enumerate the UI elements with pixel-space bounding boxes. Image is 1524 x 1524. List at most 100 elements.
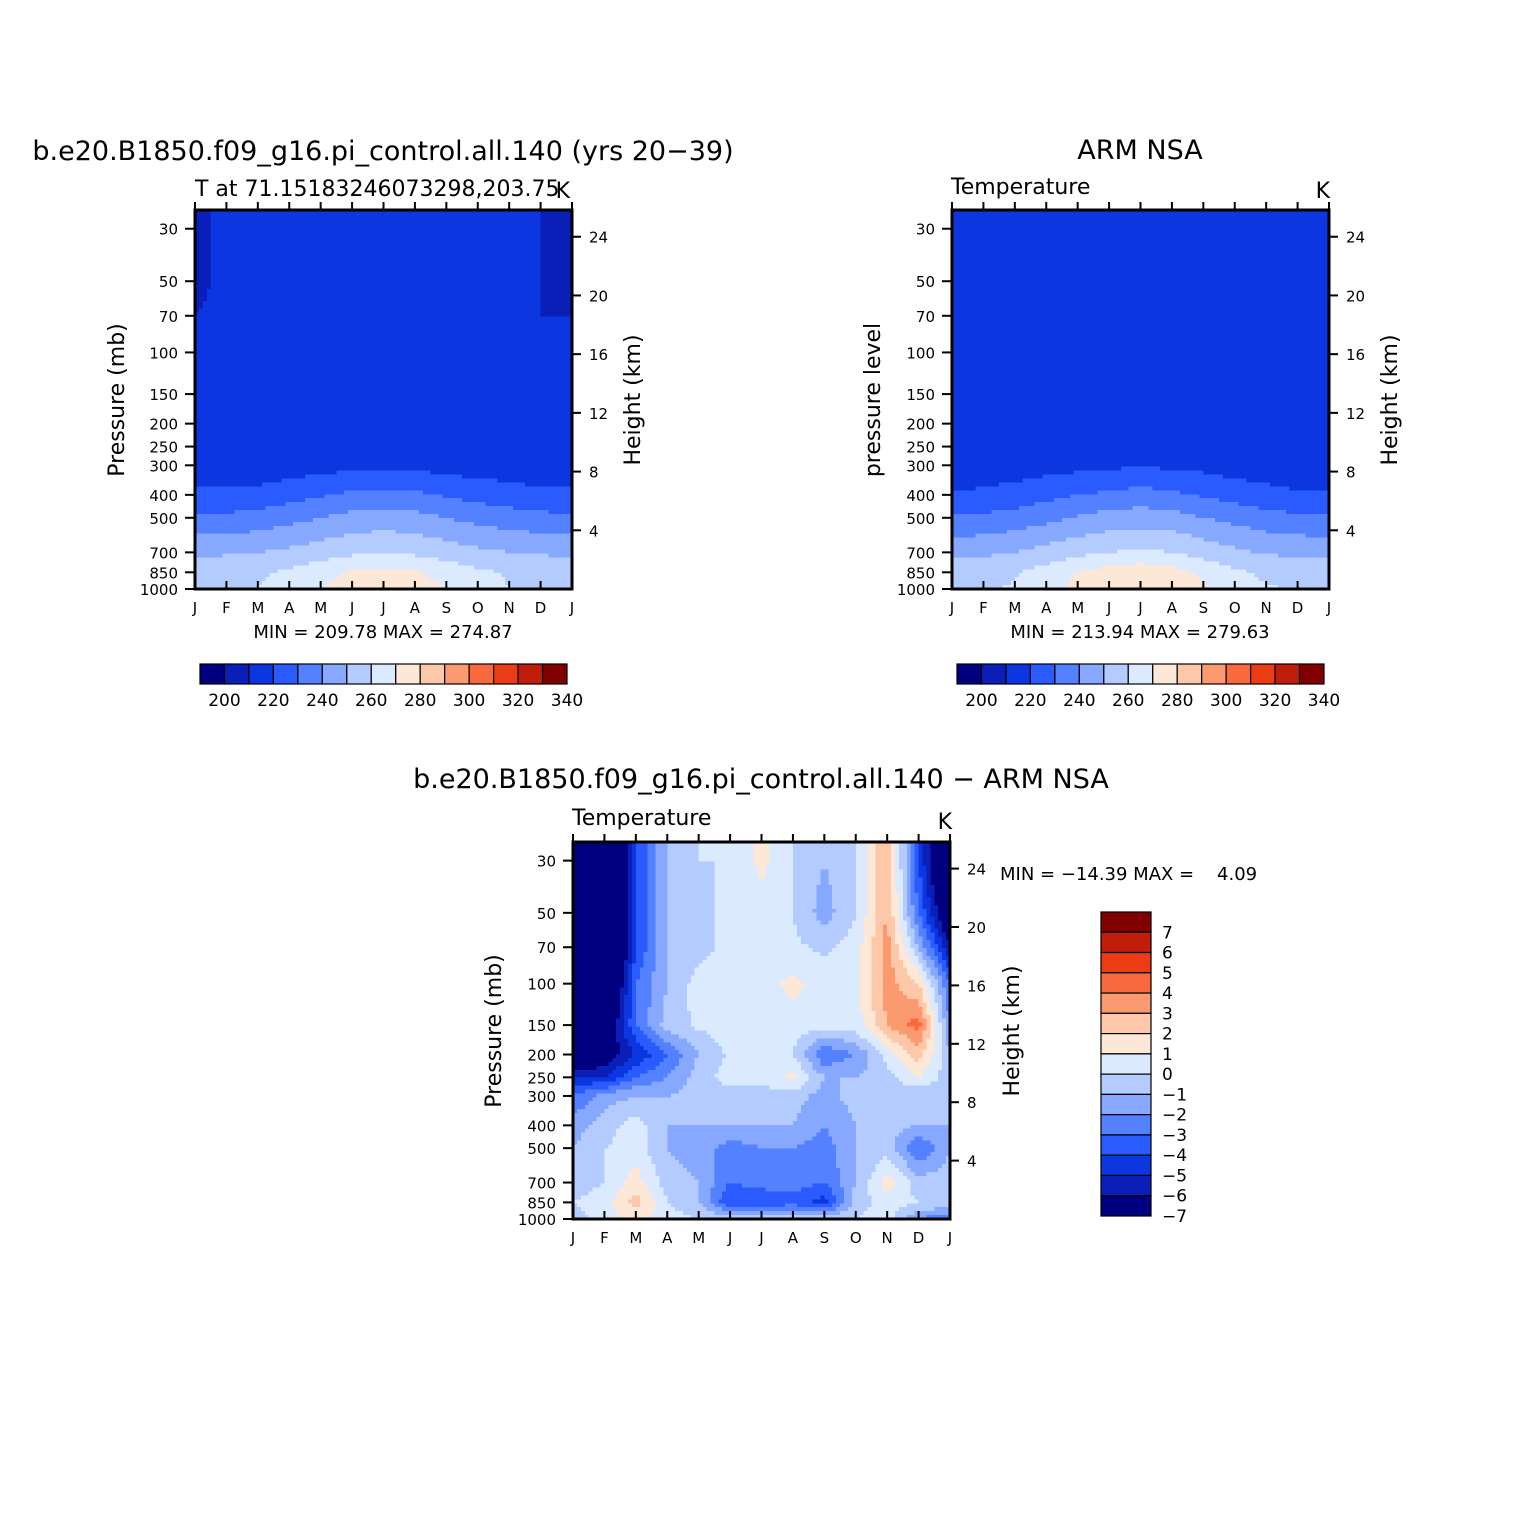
field-cell — [426, 237, 432, 243]
field-cell — [210, 328, 216, 333]
field-cell — [308, 332, 314, 337]
field-cell — [320, 257, 326, 262]
field-cell — [202, 269, 208, 274]
field-cell — [257, 265, 263, 270]
field-cell — [367, 273, 373, 278]
field-cell — [462, 261, 467, 266]
field-cell — [493, 285, 498, 290]
field-cell — [438, 367, 444, 373]
field-cell — [261, 399, 267, 405]
field-cell — [234, 363, 239, 369]
field-cell — [564, 395, 569, 401]
field-cell — [395, 221, 400, 227]
field-cell — [481, 328, 487, 333]
field-cell — [304, 292, 310, 298]
field-cell — [414, 360, 420, 365]
field-cell — [446, 304, 451, 310]
field-cell — [222, 356, 228, 361]
field-cell — [469, 340, 475, 345]
field-cell — [238, 328, 243, 333]
field-cell — [261, 391, 267, 397]
field-cell — [517, 375, 522, 381]
field-cell — [246, 367, 251, 373]
field-cell — [505, 281, 510, 286]
field-cell — [348, 277, 353, 282]
field-cell — [316, 277, 322, 282]
field-cell — [293, 265, 298, 270]
field-cell — [489, 225, 495, 231]
field-cell — [363, 225, 369, 231]
field-cell — [253, 225, 259, 231]
field-cell — [352, 277, 357, 282]
field-cell — [371, 336, 377, 341]
field-cell — [246, 241, 251, 247]
field-cell — [230, 383, 235, 389]
field-cell — [493, 391, 498, 397]
field-cell — [548, 304, 553, 310]
field-cell — [426, 352, 432, 357]
field-cell — [312, 265, 318, 270]
field-cell — [344, 328, 349, 333]
field-cell — [493, 320, 498, 326]
field-cell — [473, 288, 479, 294]
field-cell — [387, 403, 392, 408]
field-cell — [363, 281, 369, 286]
field-cell — [230, 375, 235, 381]
field-cell — [328, 324, 334, 330]
field-cell — [387, 273, 392, 278]
field-cell — [387, 288, 392, 294]
field-cell — [375, 269, 381, 274]
field-cell — [536, 257, 542, 262]
field-cell — [430, 403, 436, 408]
field-cell — [281, 360, 286, 365]
field-cell — [446, 225, 451, 231]
field-cell — [367, 261, 373, 266]
field-cell — [363, 296, 369, 302]
field-cell — [430, 304, 436, 310]
field-cell — [493, 281, 498, 286]
field-cell — [568, 249, 572, 255]
field-cell — [473, 403, 479, 408]
field-cell — [253, 403, 259, 408]
field-cell — [469, 217, 475, 223]
field-cell — [312, 213, 318, 219]
field-cell — [509, 269, 514, 274]
field-cell — [297, 308, 302, 314]
field-cell — [363, 340, 369, 345]
field-cell — [277, 221, 282, 227]
field-cell — [450, 395, 455, 401]
field-cell — [422, 356, 428, 361]
field-cell — [465, 253, 471, 258]
field-cell — [293, 320, 298, 326]
field-cell — [540, 217, 546, 223]
field-cell — [481, 281, 487, 286]
field-cell — [332, 229, 337, 235]
field-cell — [399, 379, 404, 385]
field-cell — [238, 383, 243, 389]
field-cell — [367, 277, 373, 282]
field-cell — [359, 367, 365, 373]
field-cell — [312, 383, 318, 389]
field-cell — [246, 257, 251, 262]
model-subtitle-left: T at 71.15183246073298,203.75 — [194, 177, 559, 202]
field-cell — [532, 241, 538, 247]
field-cell — [202, 328, 208, 333]
field-cell — [198, 324, 204, 330]
field-cell — [564, 336, 569, 341]
field-cell — [399, 344, 404, 349]
field-cell — [465, 395, 471, 401]
field-cell — [399, 308, 404, 314]
field-cell — [513, 245, 518, 251]
field-cell — [497, 367, 502, 373]
field-cell — [312, 288, 318, 294]
field-cell — [481, 285, 487, 290]
field-cell — [344, 221, 349, 227]
field-cell — [509, 411, 514, 416]
field-cell — [517, 352, 522, 357]
field-cell — [312, 241, 318, 247]
field-cell — [465, 277, 471, 282]
field-cell — [414, 399, 420, 405]
field-cell — [536, 383, 542, 389]
field-cell — [257, 300, 263, 306]
field-cell — [477, 383, 483, 389]
